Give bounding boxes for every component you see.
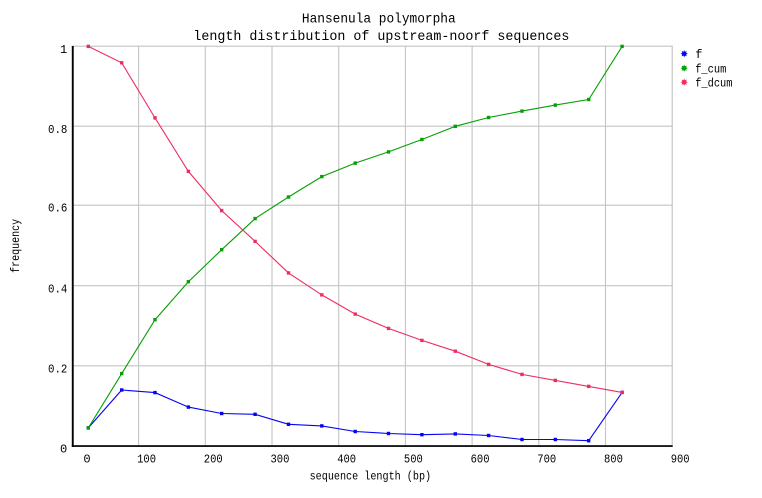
svg-text:0.6: 0.6	[48, 202, 67, 216]
svg-text:800: 800	[604, 452, 623, 466]
svg-text:900: 900	[671, 452, 690, 466]
svg-text:f_cum: f_cum	[695, 63, 726, 77]
svg-text:300: 300	[271, 452, 290, 466]
svg-text:frequency: frequency	[9, 219, 23, 273]
svg-text:f: f	[695, 48, 702, 62]
svg-text:100: 100	[137, 452, 156, 466]
svg-text:0.2: 0.2	[48, 363, 67, 377]
svg-text:0: 0	[83, 452, 90, 466]
svg-text:200: 200	[204, 452, 223, 466]
svg-text:700: 700	[537, 452, 556, 466]
svg-text:Hansenula polymorpha: Hansenula polymorpha	[302, 11, 456, 27]
svg-text:0: 0	[60, 443, 67, 457]
svg-text:0.4: 0.4	[48, 283, 67, 297]
svg-text:0.8: 0.8	[48, 123, 67, 137]
svg-text:500: 500	[404, 452, 423, 466]
svg-text:400: 400	[337, 452, 356, 466]
svg-text:sequence length (bp): sequence length (bp)	[310, 469, 432, 483]
svg-text:600: 600	[471, 452, 490, 466]
svg-text:1: 1	[60, 43, 67, 57]
svg-text:length distribution of upstrea: length distribution of upstream-noorf se…	[193, 29, 569, 45]
svg-text:f_dcum: f_dcum	[695, 77, 732, 91]
